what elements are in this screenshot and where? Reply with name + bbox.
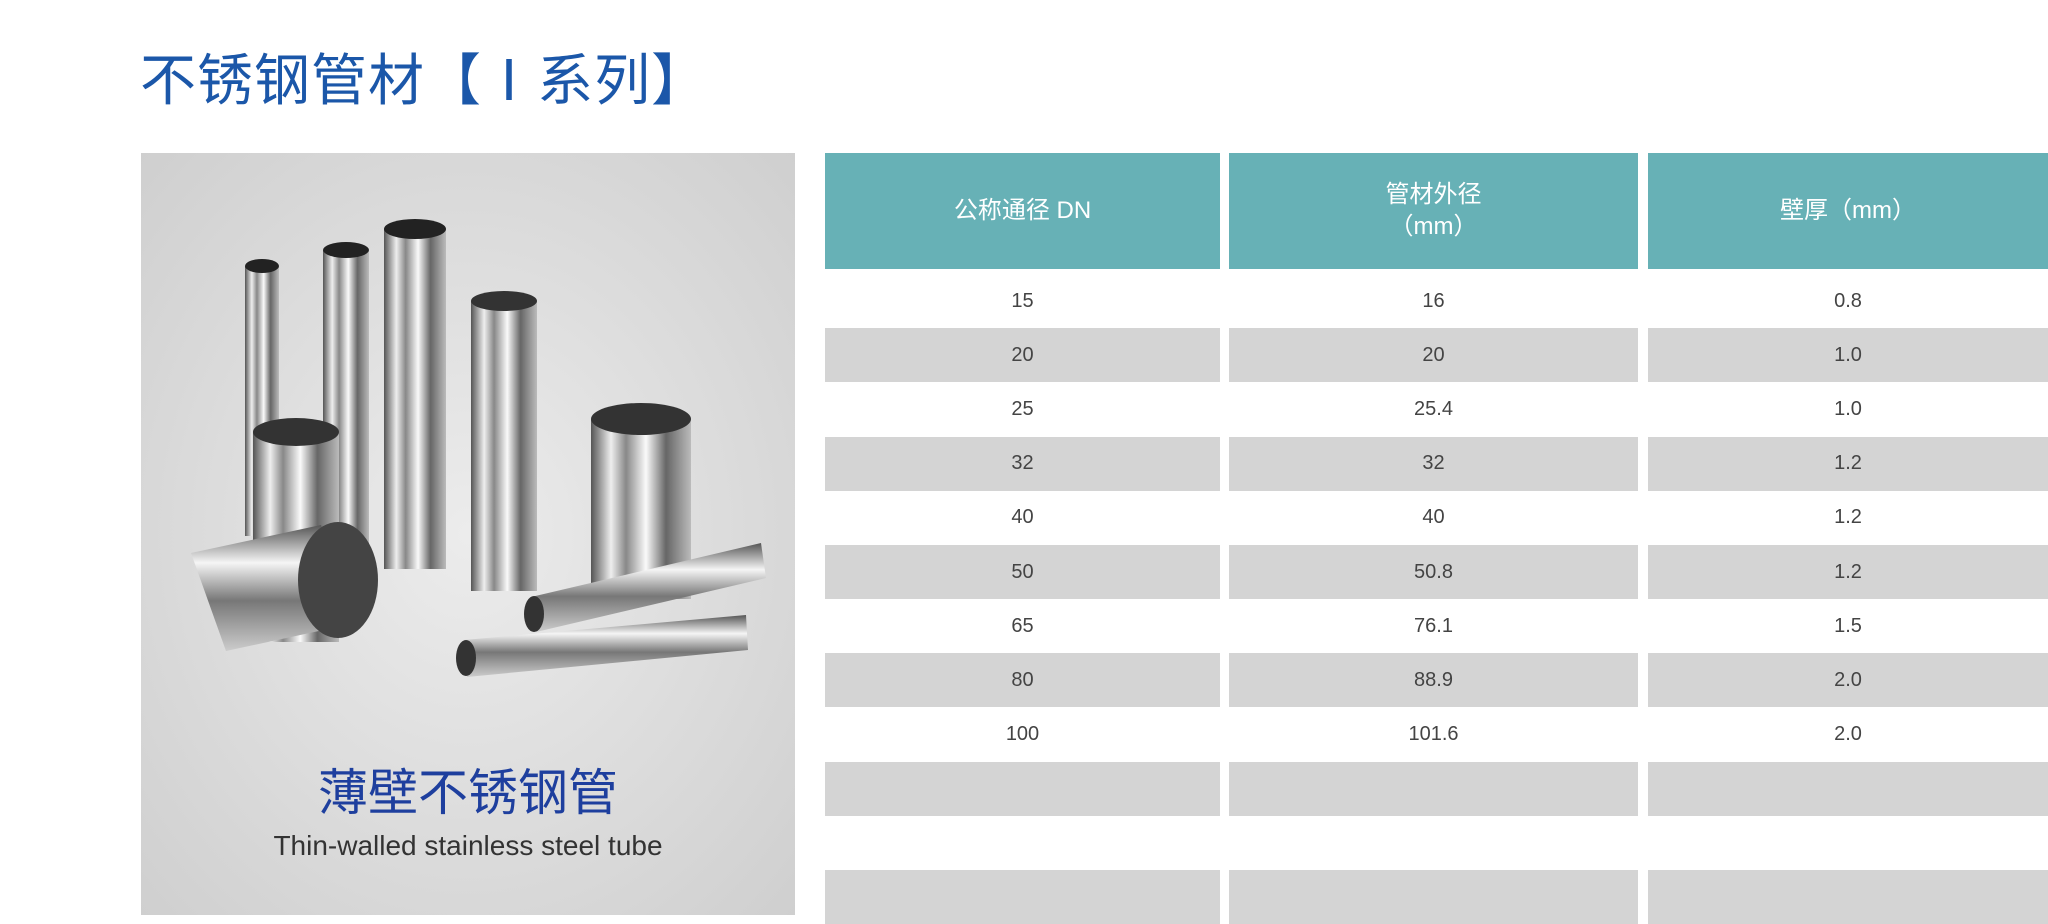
cell-outer-diameter <box>1229 816 1638 870</box>
header-label: 壁厚（mm） <box>1780 197 1916 224</box>
cell-outer-diameter: 32 <box>1229 436 1638 491</box>
cell-outer-diameter: 20 <box>1229 328 1638 383</box>
table-row: 15 16 0.8 <box>825 274 2048 328</box>
cell-outer-diameter: 88.9 <box>1229 653 1638 708</box>
cell-dn <box>825 870 1220 924</box>
cell-dn: 15 <box>1011 289 1034 312</box>
cell-wall-thickness: 2.0 <box>1834 723 1862 746</box>
cell-outer-diameter: 16 <box>1422 289 1445 312</box>
cell-outer-diameter: 101.6 <box>1408 723 1459 746</box>
cell-wall-thickness: 1.2 <box>1648 545 2048 599</box>
cell-wall-thickness: 1.0 <box>1648 328 2048 383</box>
header-wall-thickness: 壁厚（mm） <box>1648 153 2048 269</box>
product-name-en: Thin-walled stainless steel tube <box>273 830 663 861</box>
cell-wall-thickness: 1.0 <box>1834 397 1862 420</box>
table-row <box>825 816 2048 870</box>
cell-wall-thickness: 1.2 <box>1648 436 2048 491</box>
table-row: 40 40 1.2 <box>825 491 2048 545</box>
header-unit: （mm） <box>1389 213 1478 240</box>
cell-wall-thickness: 0.8 <box>1834 289 1862 312</box>
table-row: 80 88.9 2.0 <box>825 653 2048 708</box>
cell-outer-diameter: 40 <box>1422 506 1445 529</box>
cell-dn: 80 <box>825 653 1220 708</box>
cell-dn: 65 <box>1011 614 1034 637</box>
cell-wall-thickness: 1.5 <box>1834 614 1862 637</box>
page-title: 不锈钢管材【 I 系列】 <box>140 49 709 114</box>
header-label: 管材外径 <box>1385 181 1482 208</box>
cell-wall-thickness: 2.0 <box>1648 653 2048 708</box>
cell-dn <box>825 761 1220 816</box>
cell-wall-thickness <box>1648 816 2048 870</box>
header-outer-diameter: 管材外径 （mm） <box>1229 153 1638 269</box>
table-row: 50 50.8 1.2 <box>825 545 2048 599</box>
cell-outer-diameter <box>1229 870 1638 924</box>
table-row: 20 20 1.0 <box>825 328 2048 383</box>
cell-dn: 40 <box>1011 506 1034 529</box>
cell-dn: 50 <box>825 545 1220 599</box>
table-row: 100 101.6 2.0 <box>825 708 2048 762</box>
cell-outer-diameter: 50.8 <box>1229 545 1638 599</box>
cell-outer-diameter: 76.1 <box>1414 614 1453 637</box>
header-label: 公称通径 DN <box>953 197 1092 224</box>
table-row <box>825 870 2048 924</box>
table-row: 25 25.4 1.0 <box>825 382 2048 436</box>
table-header-row: 公称通径 DN 管材外径 （mm） 壁厚（mm） <box>825 153 2048 269</box>
steel-tubes-image <box>191 219 766 677</box>
product-name-cn: 薄壁不锈钢管 <box>318 764 618 822</box>
cell-outer-diameter: 25.4 <box>1414 397 1453 420</box>
table-row: 65 76.1 1.5 <box>825 599 2048 653</box>
product-image-panel: 薄壁不锈钢管 Thin-walled stainless steel tube <box>141 153 795 915</box>
cell-wall-thickness <box>1648 870 2048 924</box>
cell-dn: 32 <box>825 436 1220 491</box>
cell-wall-thickness: 1.2 <box>1834 506 1862 529</box>
cell-dn: 20 <box>825 328 1220 383</box>
cell-wall-thickness <box>1648 761 2048 816</box>
cell-outer-diameter <box>1229 761 1638 816</box>
cell-dn <box>825 816 1220 870</box>
cell-dn: 100 <box>1005 723 1040 746</box>
table-row <box>825 761 2048 816</box>
cell-dn: 25 <box>1011 397 1034 420</box>
header-nominal-diameter: 公称通径 DN <box>825 153 1220 269</box>
table-row: 32 32 1.2 <box>825 436 2048 491</box>
